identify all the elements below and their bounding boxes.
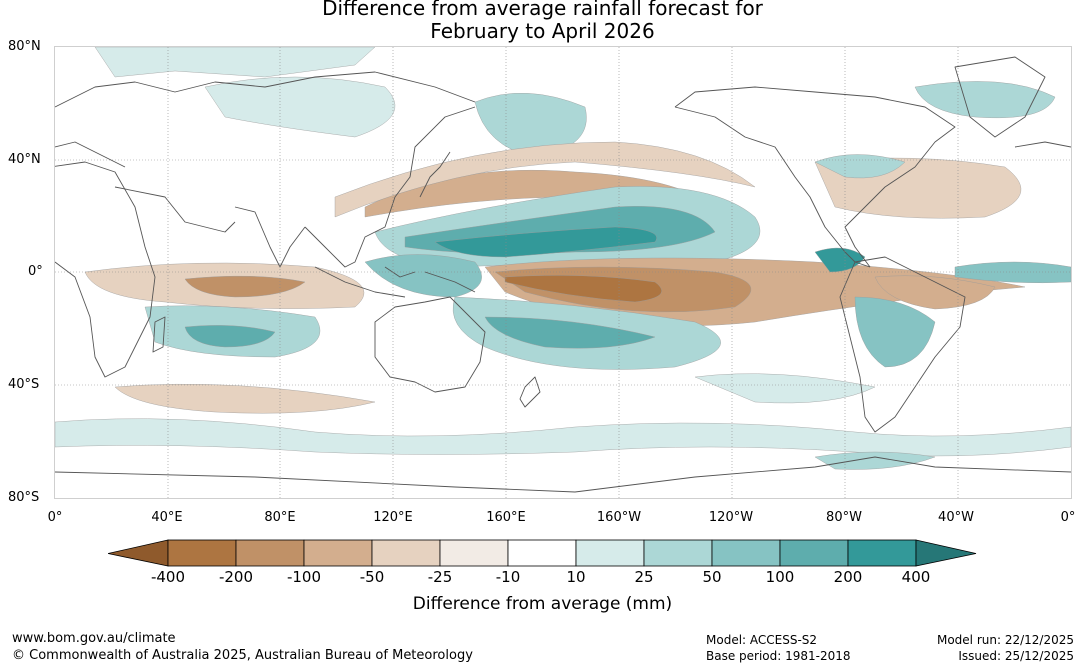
colorbar-swatch — [303, 539, 373, 567]
patch-canada — [914, 81, 1056, 118]
patch-north-pacific — [474, 92, 587, 158]
colorbar-tick-label: -400 — [150, 568, 186, 586]
lon-label-0-end: 0° — [1060, 510, 1076, 525]
colorbar-tick-label: -50 — [359, 568, 385, 586]
colorbar-swatch — [235, 539, 305, 567]
colorbar-swatch — [779, 539, 849, 567]
colorbar-tick-label: 100 — [765, 568, 795, 586]
colorbar-extend-low — [108, 539, 169, 567]
coast-east-asia — [304, 106, 476, 268]
lon-label-80w: 80°W — [826, 510, 862, 525]
title-line-2: February to April 2026 — [430, 19, 655, 43]
patch-indian-brown — [184, 275, 306, 298]
colorbar-tick-label: 10 — [566, 568, 586, 586]
colorbar-tick-label: -100 — [286, 568, 322, 586]
colorbar-title: Difference from average (mm) — [412, 594, 673, 614]
patch-southern-teal — [55, 418, 1071, 457]
patch-atlantic-teal — [954, 261, 1071, 284]
coast-indonesia — [314, 266, 476, 298]
graticule — [55, 47, 1071, 498]
patch-pacific-teal-inner — [434, 226, 657, 258]
patch-brazil-teal — [854, 296, 936, 368]
colorbar-swatch — [167, 539, 237, 567]
coast-greenland — [954, 56, 1046, 138]
patch-spcz-inner — [484, 316, 656, 349]
coast-australia — [374, 296, 486, 393]
lat-label-40n: 40°N — [8, 152, 41, 167]
colorbar-extend-high — [915, 539, 977, 567]
coast-new-zealand — [519, 376, 541, 408]
coast-madagascar — [152, 316, 166, 353]
title-line-1: Difference from average rainfall forecas… — [322, 0, 763, 20]
footer-url[interactable]: www.bom.gov.au/climate — [12, 631, 176, 646]
patch-amazon-tan — [874, 275, 996, 310]
lon-label-80e: 80°E — [264, 510, 296, 525]
patch-south-atlantic-teal — [694, 373, 876, 404]
colorbar-swatch — [371, 539, 441, 567]
lat-label-80n: 80°N — [8, 39, 41, 54]
map-svg — [55, 47, 1071, 498]
patch-kuroshio-tan — [334, 141, 756, 218]
chart-title: Difference from average rainfall forecas… — [0, 0, 1085, 43]
patch-sw-indian-teal-dark — [184, 325, 276, 348]
footer-model-run: Model run: 22/12/2025 — [936, 633, 1074, 647]
coastlines — [55, 56, 1071, 493]
lon-label-40w: 40°W — [938, 510, 974, 525]
colorbar-tick-label: -10 — [495, 568, 521, 586]
coast-arabia — [114, 186, 236, 233]
coast-south-america — [839, 256, 966, 433]
footer-model: Model: ACCESS-S2 — [706, 633, 818, 647]
colorbar-swatch — [575, 539, 645, 567]
colorbar-tick-label: 200 — [833, 568, 863, 586]
colorbar-tick-label: 400 — [901, 568, 931, 586]
lon-label-120e: 120°E — [373, 510, 413, 525]
coast-africa — [55, 161, 156, 378]
patch-south-tan — [114, 383, 376, 414]
coast-india — [234, 206, 306, 268]
patch-maritime-teal — [364, 254, 482, 298]
colorbar-tick-label: -25 — [427, 568, 453, 586]
coast-north-america — [674, 106, 871, 268]
coast-antarctica — [55, 456, 1071, 493]
colorbar-tick-label: -200 — [218, 568, 254, 586]
lat-label-40s: 40°S — [8, 377, 40, 392]
patch-gulf-teal — [814, 154, 906, 179]
colorbar-tick-label: 25 — [634, 568, 654, 586]
patch-eq-pacific-dark — [504, 275, 662, 303]
coast-north-america-east — [674, 86, 956, 268]
lon-label-0: 0° — [47, 510, 63, 525]
patch-central-america-teal — [814, 247, 866, 273]
footer-issued: Issued: 25/12/2025 — [958, 649, 1074, 663]
patch-north-russia — [204, 76, 396, 138]
colorbar-swatch — [439, 539, 509, 567]
lon-label-40e: 40°E — [151, 510, 183, 525]
footer-copyright: © Commonwealth of Australia 2025, Austra… — [12, 648, 473, 663]
coast-europe — [55, 141, 1071, 168]
rainfall-map — [54, 46, 1072, 499]
colorbar-swatch — [711, 539, 781, 567]
anomaly-patches — [55, 47, 1071, 470]
coast-eurasia-north — [55, 71, 476, 108]
patch-arctic-north — [94, 47, 376, 78]
colorbar-swatch — [507, 539, 577, 567]
colorbar-tick-label: 50 — [702, 568, 722, 586]
lat-label-80s: 80°S — [8, 490, 40, 505]
lon-label-120w: 120°W — [708, 510, 754, 525]
patch-antarctic-teal — [814, 451, 936, 470]
lon-label-160e: 160°E — [486, 510, 526, 525]
colorbar-swatch — [847, 539, 917, 567]
lon-label-160w: 160°W — [596, 510, 642, 525]
lat-label-eq: 0° — [28, 264, 43, 279]
colorbar — [108, 539, 977, 567]
footer-base-period: Base period: 1981-2018 — [706, 649, 851, 663]
colorbar-swatch — [643, 539, 713, 567]
coast-japan — [419, 151, 451, 198]
